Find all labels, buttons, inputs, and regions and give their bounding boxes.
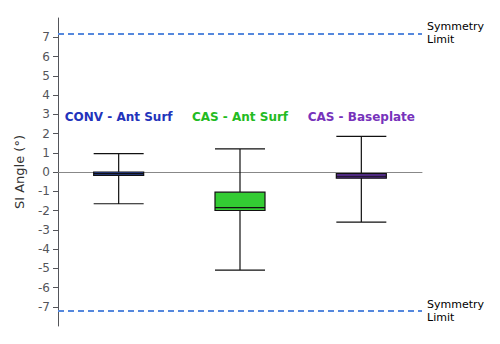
svg-text:3: 3 — [42, 107, 50, 121]
svg-text:CAS - Ant Surf: CAS - Ant Surf — [192, 110, 289, 124]
svg-text:2: 2 — [42, 127, 50, 141]
svg-text:-5: -5 — [38, 261, 50, 275]
svg-text:-2: -2 — [38, 204, 50, 218]
svg-text:Symmetry: Symmetry — [427, 20, 485, 33]
svg-text:4: 4 — [42, 88, 50, 102]
svg-text:CAS - Baseplate: CAS - Baseplate — [308, 110, 415, 124]
svg-text:-6: -6 — [38, 281, 50, 295]
svg-text:5: 5 — [42, 69, 50, 83]
svg-text:0: 0 — [42, 165, 50, 179]
svg-text:Symmetry: Symmetry — [427, 298, 485, 311]
svg-text:1: 1 — [42, 146, 50, 160]
svg-text:-7: -7 — [38, 300, 50, 314]
svg-text:CONV - Ant Surf: CONV - Ant Surf — [65, 110, 174, 124]
svg-text:-3: -3 — [38, 223, 50, 237]
svg-text:SI Angle (°): SI Angle (°) — [12, 135, 27, 209]
svg-text:Limit: Limit — [427, 311, 455, 324]
svg-text:6: 6 — [42, 50, 50, 64]
svg-text:Limit: Limit — [427, 33, 455, 46]
svg-text:-4: -4 — [38, 242, 50, 256]
svg-text:7: 7 — [42, 30, 50, 44]
svg-text:-1: -1 — [38, 184, 50, 198]
